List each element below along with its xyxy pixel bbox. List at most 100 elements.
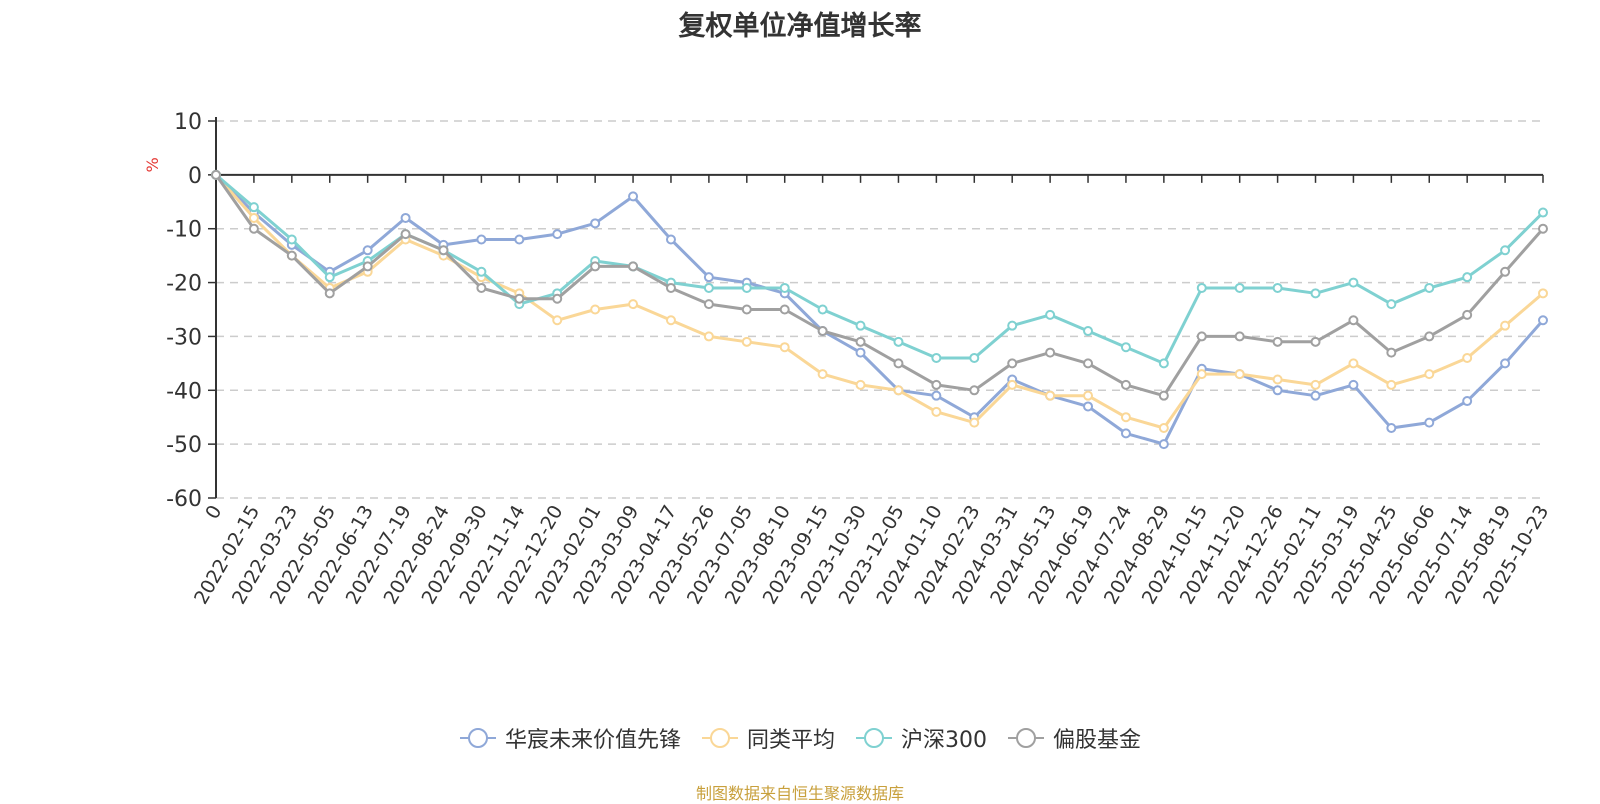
data-point — [1120, 412, 1131, 423]
series-line-2 — [215, 173, 1545, 365]
data-point — [1120, 342, 1131, 353]
data-point — [1196, 331, 1207, 342]
axes — [208, 117, 1544, 499]
data-point — [362, 261, 373, 272]
data-point — [552, 293, 563, 304]
data-point — [552, 315, 563, 326]
data-point — [324, 288, 335, 299]
data-point — [1272, 374, 1283, 385]
data-point — [362, 245, 373, 256]
data-point — [703, 299, 714, 310]
data-point — [1348, 358, 1359, 369]
legend-marker-icon — [701, 728, 738, 748]
data-point — [1348, 379, 1359, 390]
data-point — [628, 261, 639, 272]
data-point — [779, 304, 790, 315]
data-point — [248, 212, 259, 223]
y-tick-label: -60 — [166, 487, 202, 512]
data-point — [1462, 309, 1473, 320]
data-point — [400, 229, 411, 240]
data-point — [1083, 326, 1094, 337]
data-point — [590, 218, 601, 229]
data-point — [1424, 331, 1435, 342]
data-point — [1196, 369, 1207, 380]
legend-marker-icon — [856, 728, 892, 748]
data-point — [931, 406, 942, 417]
data-point — [1045, 390, 1056, 401]
data-point — [703, 282, 714, 293]
data-point — [969, 417, 980, 428]
legend-item-0[interactable]: 华宸未来价值先锋 — [459, 722, 681, 754]
data-point — [1272, 336, 1283, 347]
data-point — [590, 261, 601, 272]
data-point — [1158, 358, 1169, 369]
data-point — [779, 342, 790, 353]
data-point — [855, 379, 866, 390]
data-point — [817, 326, 828, 337]
series-line-1 — [214, 173, 1544, 430]
data-point — [1386, 422, 1397, 433]
data-point — [1538, 288, 1548, 299]
data-point — [1007, 358, 1018, 369]
data-point — [1007, 379, 1018, 390]
data-point — [779, 282, 790, 293]
y-tick-label: -20 — [166, 272, 202, 297]
data-point — [1045, 347, 1056, 358]
data-point — [1007, 320, 1018, 331]
data-point — [1348, 315, 1359, 326]
legend-marker-icon — [459, 728, 496, 748]
data-point — [1196, 282, 1207, 293]
legend-item-1[interactable]: 同类平均 — [701, 722, 835, 754]
data-point — [400, 212, 411, 223]
data-point — [1234, 331, 1245, 342]
series-lines — [211, 169, 1548, 450]
data-point — [817, 369, 828, 380]
y-tick-label: 0 — [188, 164, 202, 189]
data-point — [1272, 282, 1283, 293]
axis-labels: 100-10-20-30-40-50-60%02022-02-152022-03… — [143, 110, 1553, 608]
data-point — [552, 229, 563, 240]
data-point — [1424, 282, 1435, 293]
data-point — [514, 234, 525, 245]
data-point — [1083, 390, 1094, 401]
data-point — [931, 390, 942, 401]
data-point — [1424, 417, 1435, 428]
data-point — [741, 282, 752, 293]
data-point — [703, 272, 714, 283]
data-point — [893, 336, 904, 347]
grid-lines — [216, 120, 1543, 499]
data-point — [1500, 358, 1511, 369]
legend-label: 偏股基金 — [1053, 728, 1142, 753]
data-point — [1310, 288, 1321, 299]
series-line-3 — [214, 174, 1545, 398]
legend-label: 同类平均 — [746, 728, 835, 753]
data-point — [1462, 352, 1473, 363]
series-line-0 — [214, 173, 1545, 446]
data-point — [1158, 390, 1169, 401]
data-point — [855, 320, 866, 331]
data-point — [969, 352, 980, 363]
data-point — [476, 266, 487, 277]
data-point — [1120, 428, 1131, 439]
data-point — [1538, 223, 1548, 234]
source-note: 制图数据来自恒生聚源数据库 — [695, 784, 904, 803]
x-tick-label: 0 — [201, 502, 226, 523]
data-point — [1538, 207, 1548, 218]
data-point — [1348, 277, 1359, 288]
data-point — [665, 282, 676, 293]
legend-item-2[interactable]: 沪深300 — [855, 722, 987, 754]
y-tick-label: -40 — [166, 379, 202, 404]
data-point — [741, 336, 752, 347]
data-point — [893, 358, 904, 369]
data-point — [1310, 379, 1321, 390]
data-point — [893, 385, 904, 396]
data-point — [1158, 439, 1169, 450]
data-point — [324, 272, 335, 283]
data-point — [1462, 396, 1473, 407]
data-point — [1538, 315, 1548, 326]
legend-item-3[interactable]: 偏股基金 — [1007, 722, 1141, 754]
data-point — [855, 347, 866, 358]
data-point — [1234, 369, 1245, 380]
chart-title: 复权单位净值增长率 — [678, 11, 922, 42]
